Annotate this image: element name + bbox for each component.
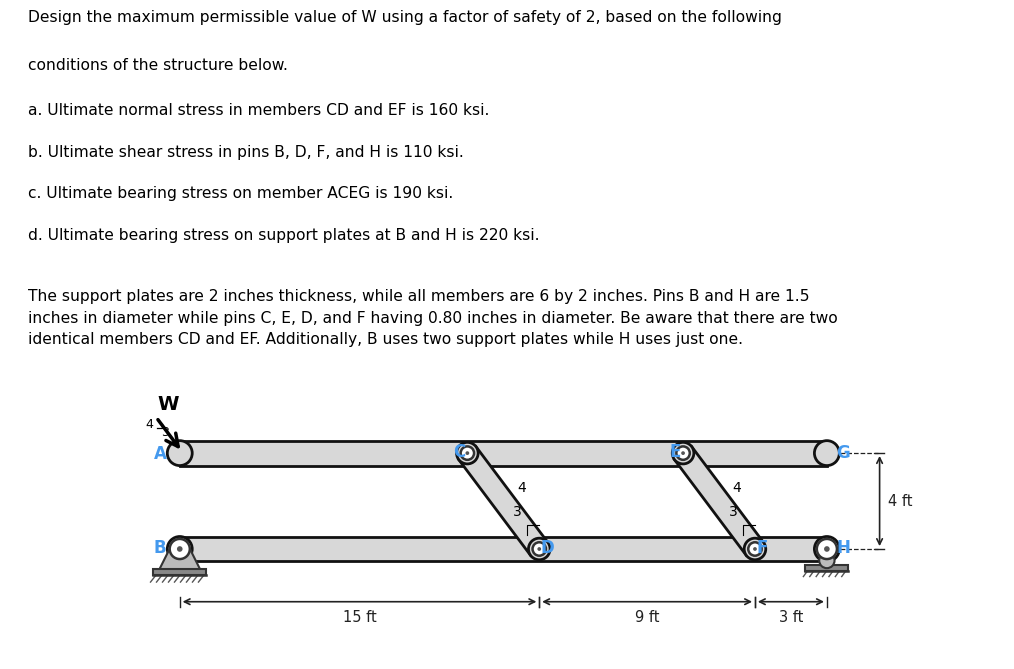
Bar xyxy=(179,441,826,466)
Circle shape xyxy=(744,538,766,560)
Circle shape xyxy=(817,539,837,559)
Circle shape xyxy=(748,543,762,556)
Circle shape xyxy=(460,446,475,460)
Circle shape xyxy=(537,547,541,551)
Text: C: C xyxy=(452,443,465,461)
Text: G: G xyxy=(837,444,850,462)
Text: conditions of the structure below.: conditions of the structure below. xyxy=(28,58,288,73)
Circle shape xyxy=(814,441,840,466)
Text: d. Ultimate bearing stress on support plates at B and H is 220 ksi.: d. Ultimate bearing stress on support pl… xyxy=(28,228,539,243)
Bar xyxy=(153,569,206,575)
Circle shape xyxy=(167,441,193,466)
Polygon shape xyxy=(674,447,764,555)
Text: W: W xyxy=(157,395,178,414)
Circle shape xyxy=(681,451,684,455)
Circle shape xyxy=(532,543,546,556)
Text: 9 ft: 9 ft xyxy=(635,610,659,625)
Text: The support plates are 2 inches thickness, while all members are 6 by 2 inches. : The support plates are 2 inches thicknes… xyxy=(28,289,839,347)
Text: D: D xyxy=(540,539,555,557)
Circle shape xyxy=(465,451,469,455)
Circle shape xyxy=(169,539,190,559)
Text: 3: 3 xyxy=(513,505,522,519)
Text: 3: 3 xyxy=(729,505,738,519)
Text: 4: 4 xyxy=(517,481,525,495)
Bar xyxy=(179,537,826,561)
Polygon shape xyxy=(458,447,548,555)
Circle shape xyxy=(753,547,756,551)
Text: F: F xyxy=(756,539,768,557)
Polygon shape xyxy=(159,550,200,569)
Circle shape xyxy=(676,446,690,460)
Text: E: E xyxy=(669,443,680,461)
Text: B: B xyxy=(154,539,166,557)
Text: 4: 4 xyxy=(146,417,153,431)
Circle shape xyxy=(456,442,479,464)
Circle shape xyxy=(819,553,835,568)
Circle shape xyxy=(814,537,840,561)
Circle shape xyxy=(528,538,550,560)
Circle shape xyxy=(176,546,183,552)
Circle shape xyxy=(672,442,694,464)
Text: 15 ft: 15 ft xyxy=(343,610,376,625)
Bar xyxy=(805,565,849,571)
Circle shape xyxy=(167,537,193,561)
Circle shape xyxy=(824,546,829,552)
Text: 4 ft: 4 ft xyxy=(888,494,913,508)
Text: b. Ultimate shear stress in pins B, D, F, and H is 110 ksi.: b. Ultimate shear stress in pins B, D, F… xyxy=(28,145,464,159)
Text: 4: 4 xyxy=(733,481,741,495)
Text: c. Ultimate bearing stress on member ACEG is 190 ksi.: c. Ultimate bearing stress on member ACE… xyxy=(28,186,453,201)
Text: a. Ultimate normal stress in members CD and EF is 160 ksi.: a. Ultimate normal stress in members CD … xyxy=(28,103,490,118)
Text: Design the maximum permissible value of W using a factor of safety of 2, based o: Design the maximum permissible value of … xyxy=(28,9,782,25)
Text: 3: 3 xyxy=(161,425,169,439)
Text: A: A xyxy=(154,446,166,464)
Text: 3 ft: 3 ft xyxy=(779,610,803,625)
Text: H: H xyxy=(837,539,851,557)
